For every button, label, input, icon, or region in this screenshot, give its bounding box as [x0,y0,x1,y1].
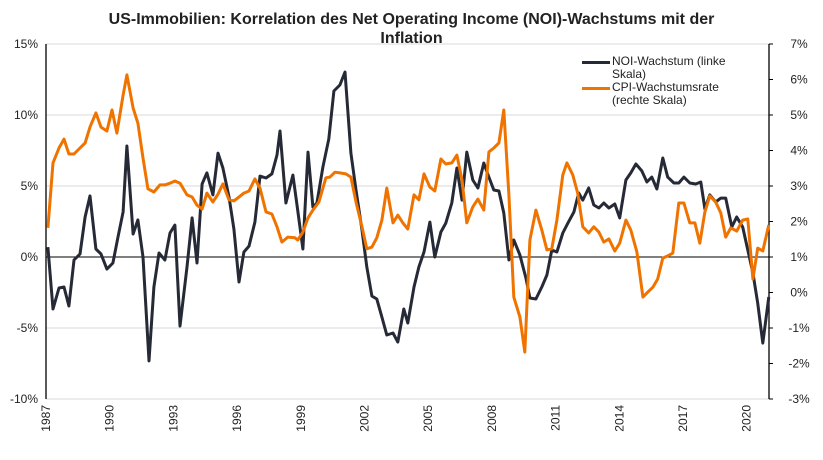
y-tick-label-left: 5% [21,179,39,193]
legend: NOI-Wachstum (linke Skala) CPI-Wachstums… [582,55,762,107]
legend-label-noi-line1: NOI-Wachstum (linke [612,54,726,68]
y-tick-label-left: 0% [21,250,39,264]
legend-label-noi-line2: Skala) [612,67,647,81]
x-tick-label: 1990 [103,405,117,432]
legend-item-noi: NOI-Wachstum (linke Skala) [582,55,762,81]
legend-label-cpi-line1: CPI-Wachstumsrate [612,80,719,94]
x-tick-label: 2005 [421,405,435,432]
x-tick-label: 2008 [485,405,499,432]
x-tick-label: 2017 [676,405,690,432]
y-tick-label-right: 1% [790,250,808,264]
y-tick-label-right: 3% [790,179,808,193]
y-tick-label-right: -1% [788,321,810,335]
x-tick-label: 2020 [740,405,754,432]
y-tick-label-right: -3% [788,392,810,406]
x-tick-label: 2014 [612,405,626,432]
y-tick-label-left: 10% [14,108,38,122]
x-tick-label: 1999 [294,405,308,432]
series-line-noi [46,70,771,363]
x-tick-label: 2002 [358,405,372,432]
legend-item-cpi: CPI-Wachstumsrate (rechte Skala) [582,81,762,107]
x-tick-label: 1993 [166,405,180,432]
series-line-cpi [46,73,771,354]
legend-label-cpi-line2: (rechte Skala) [612,93,687,107]
y-tick-label-right: 0% [790,286,808,300]
y-tick-label-right: 4% [790,144,808,158]
chart-title-line-1: US-Immobilien: Korrelation des Net Opera… [108,11,715,28]
y-tick-label-left: 15% [14,37,38,51]
legend-swatch-cpi [582,87,610,90]
y-tick-label-left: -5% [17,321,39,335]
x-tick-label: 1987 [39,405,53,432]
y-tick-label-right: 7% [790,37,808,51]
x-tick-label: 2011 [549,405,563,431]
y-tick-label-right: -2% [788,357,810,371]
y-tick-label-right: 5% [790,108,808,122]
x-tick-label: 1996 [230,405,244,432]
chart-title: US-Immobilien: Korrelation des Net Opera… [0,10,823,48]
y-tick-label-left: -10% [10,392,38,406]
y-tick-label-right: 6% [790,73,808,87]
legend-swatch-noi [582,61,610,64]
chart-title-line-2: Inflation [380,30,443,47]
y-tick-label-right: 2% [790,215,808,229]
